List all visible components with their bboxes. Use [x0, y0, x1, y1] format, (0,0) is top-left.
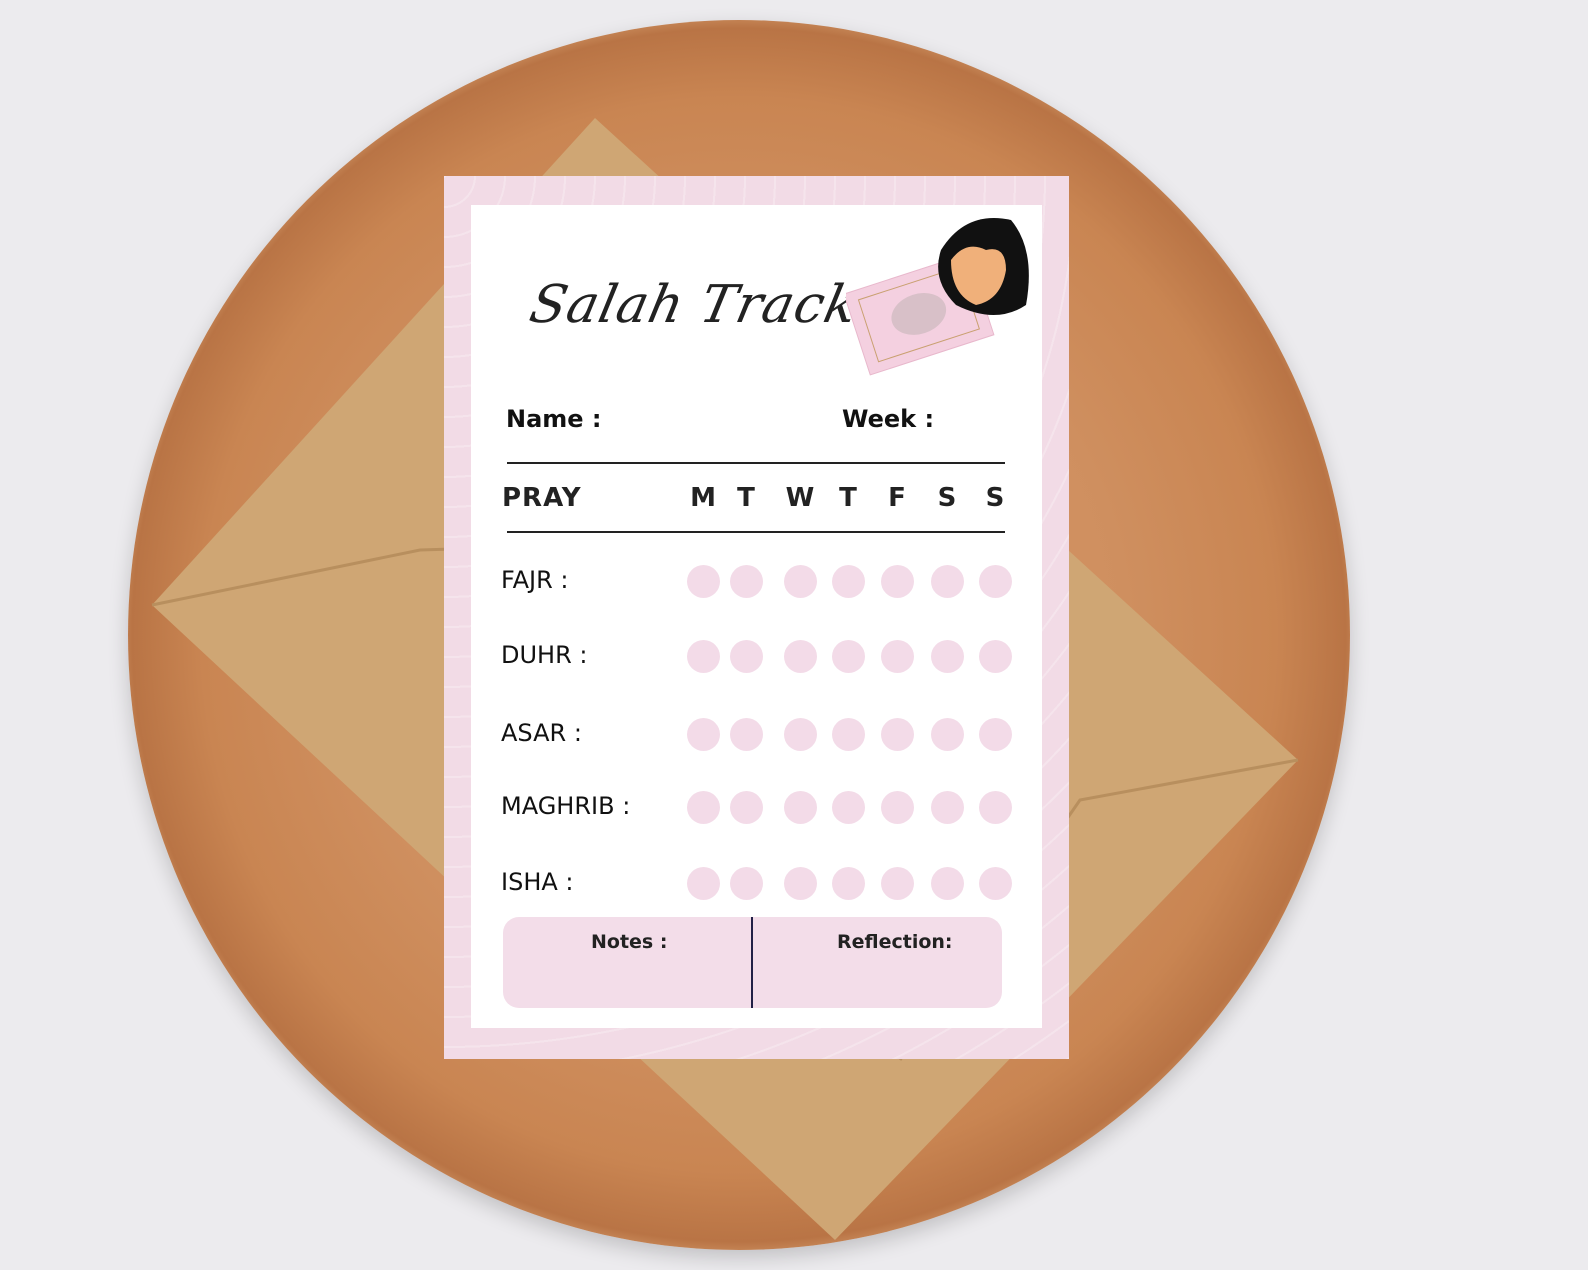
prayer-checkbox[interactable] — [730, 565, 763, 598]
day-header: W — [785, 483, 815, 513]
week-field-label: Week : — [842, 405, 935, 433]
prayer-checkbox[interactable] — [687, 640, 720, 673]
prayer-checkbox[interactable] — [881, 640, 914, 673]
prayer-checkbox[interactable] — [931, 565, 964, 598]
prayer-label: ISHA : — [501, 868, 574, 896]
prayer-label: ASAR : — [501, 719, 582, 747]
prayer-checkbox[interactable] — [687, 565, 720, 598]
prayer-checkbox[interactable] — [730, 867, 763, 900]
prayer-checkbox[interactable] — [881, 791, 914, 824]
notes-label: Notes : — [591, 931, 668, 953]
prayer-checkbox[interactable] — [979, 565, 1012, 598]
prayer-checkbox[interactable] — [832, 791, 865, 824]
prayer-checkbox[interactable] — [931, 791, 964, 824]
pray-header: PRAY — [502, 483, 582, 513]
notes-divider — [751, 917, 753, 1008]
prayer-checkbox[interactable] — [687, 791, 720, 824]
prayer-checkbox[interactable] — [832, 565, 865, 598]
prayer-checkbox[interactable] — [881, 867, 914, 900]
reflection-label: Reflection: — [837, 931, 953, 953]
prayer-checkbox[interactable] — [730, 791, 763, 824]
day-header: T — [839, 483, 857, 513]
prayer-mat-hijab-illustration — [846, 218, 1029, 376]
prayer-checkbox[interactable] — [784, 791, 817, 824]
prayer-checkbox[interactable] — [687, 867, 720, 900]
divider-line — [507, 531, 1005, 533]
prayer-checkbox[interactable] — [832, 867, 865, 900]
prayer-checkbox[interactable] — [881, 718, 914, 751]
prayer-checkbox[interactable] — [687, 718, 720, 751]
prayer-checkbox[interactable] — [730, 640, 763, 673]
prayer-checkbox[interactable] — [979, 640, 1012, 673]
prayer-checkbox[interactable] — [784, 867, 817, 900]
prayer-checkbox[interactable] — [979, 718, 1012, 751]
prayer-checkbox[interactable] — [784, 640, 817, 673]
prayer-checkbox[interactable] — [979, 867, 1012, 900]
day-header: T — [737, 483, 755, 513]
prayer-checkbox[interactable] — [832, 718, 865, 751]
prayer-label: DUHR : — [501, 641, 588, 669]
prayer-checkbox[interactable] — [784, 718, 817, 751]
prayer-checkbox[interactable] — [730, 718, 763, 751]
prayer-checkbox[interactable] — [784, 565, 817, 598]
prayer-checkbox[interactable] — [931, 718, 964, 751]
divider-line — [507, 462, 1005, 464]
day-header: S — [937, 483, 957, 513]
prayer-label: MAGHRIB : — [501, 792, 631, 820]
prayer-label: FAJR : — [501, 566, 569, 594]
prayer-checkbox[interactable] — [979, 791, 1012, 824]
prayer-checkbox[interactable] — [931, 867, 964, 900]
name-field-label: Name : — [506, 405, 602, 433]
prayer-checkbox[interactable] — [931, 640, 964, 673]
prayer-checkbox[interactable] — [832, 640, 865, 673]
day-header: F — [888, 483, 906, 513]
prayer-checkbox[interactable] — [881, 565, 914, 598]
notes-box[interactable]: Notes : Reflection: — [503, 917, 1002, 1008]
day-header: S — [985, 483, 1005, 513]
day-header: M — [690, 483, 716, 513]
